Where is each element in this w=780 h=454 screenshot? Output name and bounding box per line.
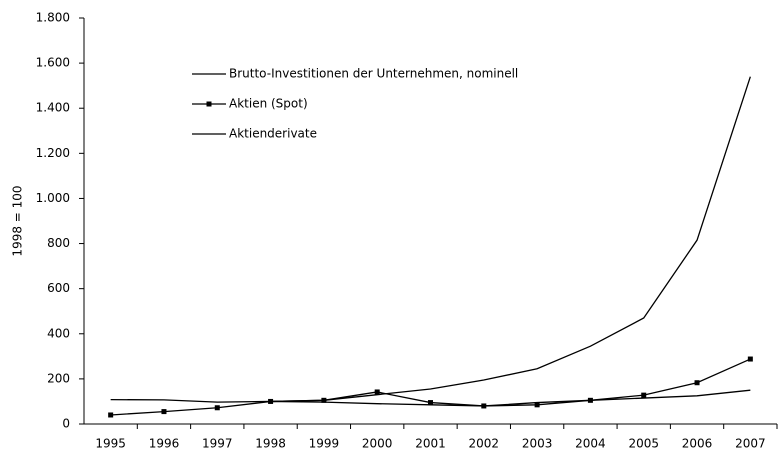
y-tick-label: 600 [47,281,70,295]
marker [428,400,433,406]
marker [747,356,753,362]
marker [374,389,380,395]
marker [587,397,593,403]
x-tick-label: 2001 [415,437,446,451]
x-tick-label: 1998 [255,437,286,451]
legend-marker [206,101,212,107]
legend-label: Aktienderivate [229,127,317,141]
legend-label: Aktien (Spot) [229,97,308,111]
y-tick-label: 200 [47,371,70,385]
x-tick-label: 2003 [522,437,553,451]
marker [481,403,487,409]
x-tick-label: 2007 [735,437,766,451]
y-tick-label: 400 [47,326,70,340]
legend-label: Brutto-Investitionen der Unternehmen, no… [229,67,518,81]
y-tick-label: 800 [47,236,70,250]
y-tick-label: 0 [62,417,70,431]
y-axis-label: 1998 = 100 [11,185,25,256]
x-tick-label: 1997 [202,437,233,451]
y-tick-label: 1.000 [36,191,70,205]
y-tick-label: 1.800 [36,11,70,25]
x-tick-label: 2002 [469,437,500,451]
y-tick-label: 1.400 [36,101,70,115]
x-tick-label: 1995 [95,437,126,451]
x-tick-label: 1999 [309,437,340,451]
x-tick-label: 2000 [362,437,393,451]
y-tick-label: 1.600 [36,56,70,70]
marker [161,409,167,415]
x-tick-label: 2004 [575,437,606,451]
series-line [110,358,751,416]
x-tick-label: 2006 [682,437,713,451]
marker [534,402,540,408]
y-tick-label: 1.200 [36,146,70,160]
marker [214,405,220,411]
x-tick-label: 2005 [628,437,659,451]
marker [108,412,114,418]
series-line [270,76,751,403]
marker [641,392,647,398]
x-tick-label: 1996 [149,437,180,451]
marker [694,380,700,386]
